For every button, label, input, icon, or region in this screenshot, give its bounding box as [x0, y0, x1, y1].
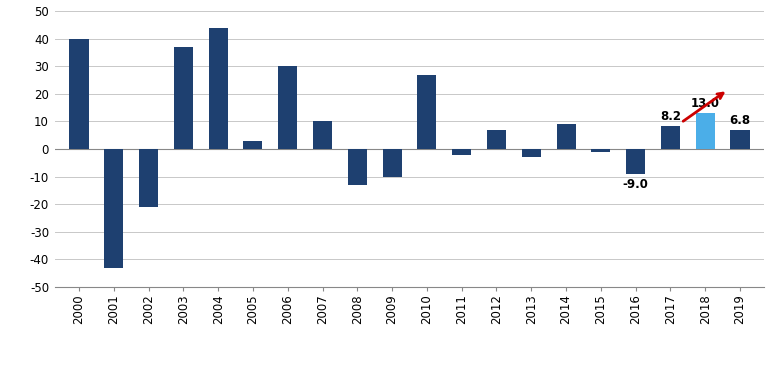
Bar [348, 149, 367, 185]
Bar [696, 113, 714, 149]
Bar [208, 28, 228, 149]
Bar [313, 121, 332, 149]
Bar [417, 74, 437, 149]
Bar [382, 149, 402, 177]
Bar [139, 149, 158, 207]
Bar [626, 149, 645, 174]
Text: 13.0: 13.0 [691, 97, 720, 110]
Text: 8.2: 8.2 [660, 110, 681, 123]
Bar [661, 127, 680, 149]
Bar [105, 149, 123, 268]
Bar [591, 149, 611, 152]
Text: 6.8: 6.8 [729, 114, 750, 127]
Bar [174, 47, 193, 149]
Bar [278, 66, 297, 149]
Text: -9.0: -9.0 [622, 178, 649, 191]
Bar [243, 141, 263, 149]
Bar [452, 149, 471, 155]
Bar [556, 124, 576, 149]
Bar [487, 130, 506, 149]
Bar [522, 149, 541, 158]
Bar [69, 39, 88, 149]
Bar [731, 130, 750, 149]
